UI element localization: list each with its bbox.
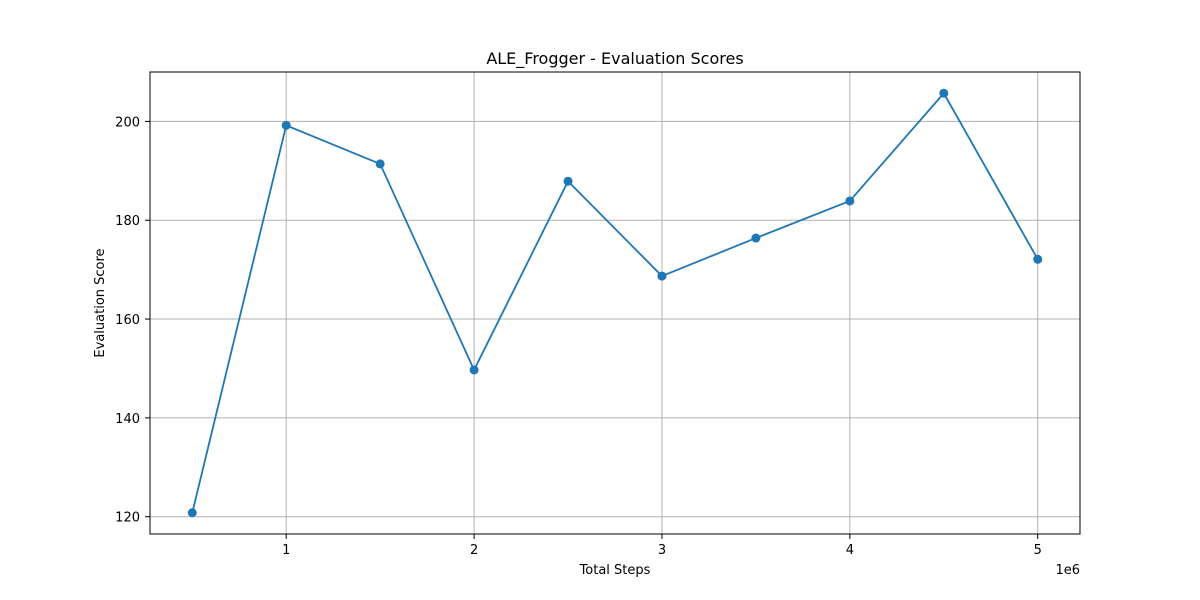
series-layer (187, 88, 1043, 518)
x-tick-label: 3 (658, 543, 666, 558)
chart-title: ALE_Frogger - Evaluation Scores (486, 49, 743, 69)
data-point (939, 88, 949, 98)
data-point (187, 508, 197, 518)
data-point (845, 196, 855, 206)
grid-lines (150, 72, 1080, 534)
data-point (281, 120, 291, 130)
y-tick-label: 160 (115, 313, 140, 328)
x-tick-label: 5 (1034, 543, 1042, 558)
x-tick-label: 4 (846, 543, 854, 558)
x-axis-offset-label: 1e6 (1055, 563, 1080, 578)
series-line (191, 92, 1039, 513)
y-axis-label: Evaluation Score (93, 248, 108, 357)
y-tick-label: 180 (115, 214, 140, 229)
data-point (1033, 254, 1043, 264)
data-point (563, 176, 573, 186)
plot-frame (149, 71, 1081, 535)
data-point (375, 159, 385, 169)
y-tick-label: 140 (115, 412, 140, 427)
data-point (751, 233, 761, 243)
data-point (657, 271, 667, 281)
data-point (469, 365, 479, 375)
y-tick-label: 120 (115, 511, 140, 526)
x-tick-label: 2 (470, 543, 478, 558)
y-tick-label: 200 (115, 115, 140, 130)
axis-ticks: 1 2 3 4 5 120 140 160 180 200 (115, 115, 1042, 558)
x-tick-label: 1 (282, 543, 290, 558)
x-axis-label: Total Steps (579, 563, 651, 578)
